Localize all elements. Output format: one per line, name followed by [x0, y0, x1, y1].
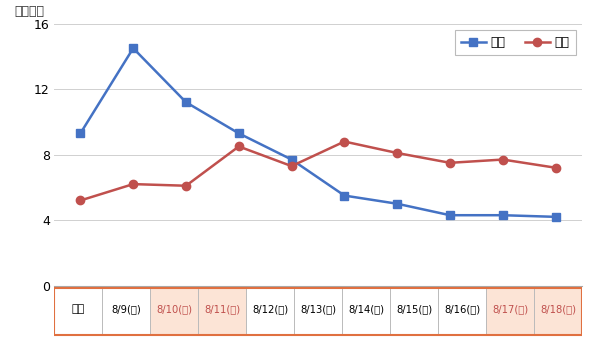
Legend: 下り, 上り: 下り, 上り	[455, 30, 576, 55]
下り	[182, 100, 190, 104]
Text: 8/10(土): 8/10(土)	[156, 304, 192, 314]
下り	[394, 202, 401, 206]
上り	[552, 166, 559, 170]
Bar	[342, 288, 390, 335]
上り	[77, 198, 84, 202]
下り	[77, 131, 84, 136]
Bar	[438, 288, 486, 335]
Bar	[486, 288, 534, 335]
下り	[130, 46, 137, 50]
上り	[394, 151, 401, 155]
上り	[446, 161, 454, 165]
上り	[499, 158, 506, 162]
上り	[182, 184, 190, 188]
上り	[130, 182, 137, 186]
下り	[552, 215, 559, 219]
Text: 8/9(金): 8/9(金)	[111, 304, 141, 314]
Text: 8/14(水): 8/14(水)	[348, 304, 384, 314]
Text: 8/17(土): 8/17(土)	[492, 304, 528, 314]
Text: 8/12(月): 8/12(月)	[252, 304, 288, 314]
Text: 8/16(金): 8/16(金)	[444, 304, 480, 314]
上り	[341, 140, 348, 144]
Bar	[294, 288, 342, 335]
Text: 8/11(日): 8/11(日)	[204, 304, 240, 314]
上り	[235, 144, 242, 148]
下り	[235, 131, 242, 136]
Bar	[102, 288, 150, 335]
下り	[288, 158, 295, 162]
Bar	[54, 288, 102, 335]
下り	[446, 213, 454, 217]
下り	[341, 194, 348, 198]
Line: 上り: 上り	[76, 137, 560, 204]
上り	[288, 164, 295, 168]
Bar	[198, 288, 246, 335]
Bar	[534, 288, 582, 335]
Text: 8/13(火): 8/13(火)	[300, 304, 336, 314]
下り	[499, 213, 506, 217]
Text: 本年: 本年	[71, 304, 85, 314]
Bar	[150, 288, 198, 335]
Text: 8/15(木): 8/15(木)	[396, 304, 432, 314]
Bar	[246, 288, 294, 335]
Text: （万席）: （万席）	[14, 5, 44, 18]
Text: 8/18(日): 8/18(日)	[540, 304, 576, 314]
Line: 下り: 下り	[76, 44, 560, 221]
Bar	[390, 288, 438, 335]
